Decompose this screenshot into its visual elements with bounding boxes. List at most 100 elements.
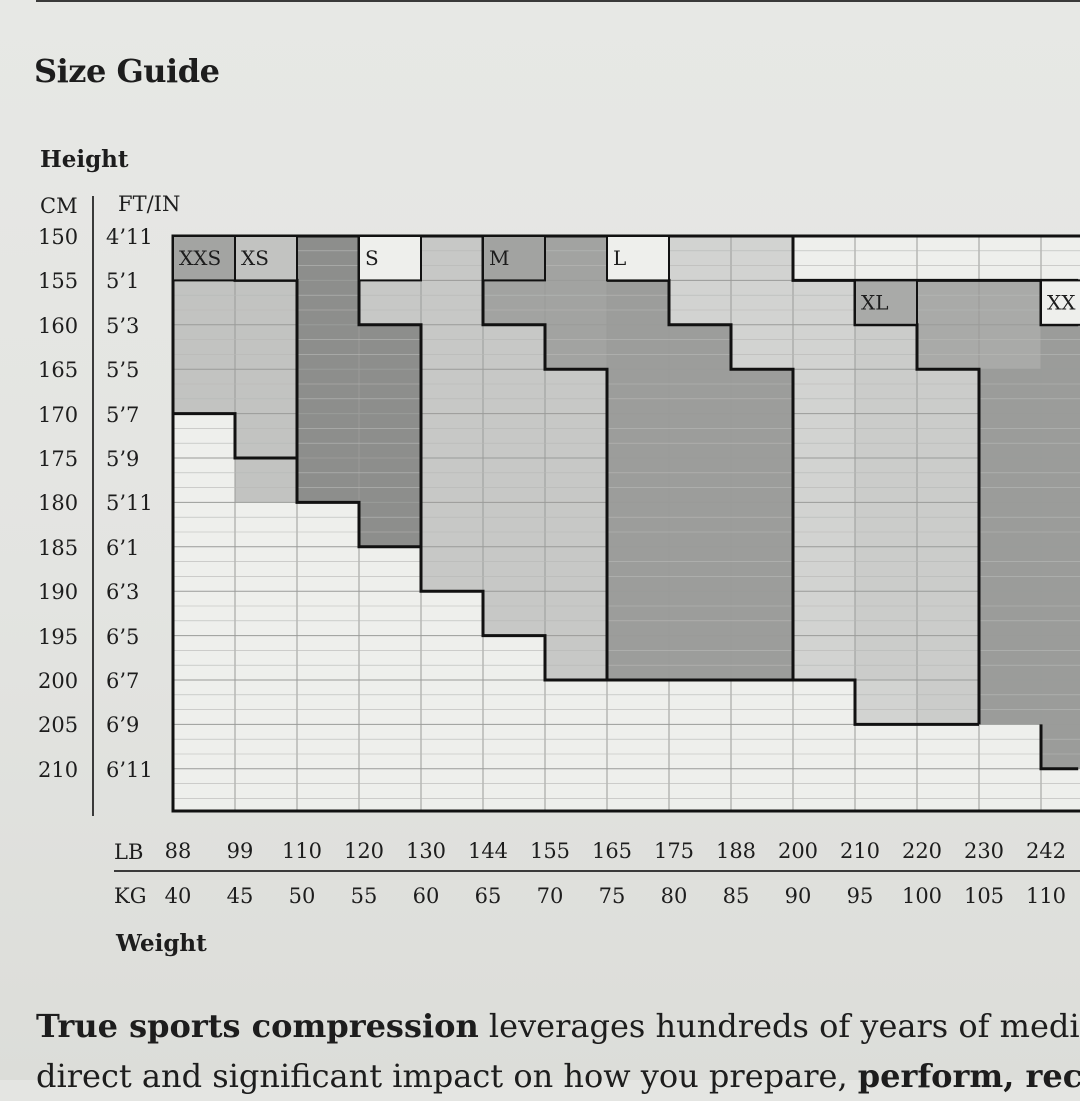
weight-lb-label: 110 (281, 839, 323, 863)
size-label-box-xxs (172, 235, 236, 282)
height-ft-label: 5’7 (106, 402, 140, 427)
weight-kg-label: 100 (901, 884, 943, 908)
weight-kg-label: 95 (846, 884, 874, 908)
height-ft-label: 6’3 (106, 580, 140, 605)
size-cell-xs-40 (173, 280, 235, 414)
size-boundary-4 (607, 278, 795, 682)
paragraph-bold-lead: True sports compression (36, 1007, 479, 1045)
lb-unit-label: LB (114, 840, 144, 864)
height-ft-label: 5’11 (106, 491, 153, 516)
height-ft-label: 6’11 (106, 757, 153, 782)
size-cell-l-85 (731, 369, 793, 680)
size-label-xxs: XXS (179, 246, 221, 270)
size-label-box-l (606, 235, 670, 282)
size-label-l: L (613, 246, 626, 270)
weight-kg-label: 70 (536, 884, 564, 908)
paragraph-line1-text: leverages hundreds of years of medical (478, 1007, 1080, 1045)
height-cm-label: 180 (38, 491, 79, 516)
size-label-box-s (358, 235, 422, 282)
height-cm-label: 155 (38, 269, 79, 294)
weight-lb-label: 188 (715, 839, 757, 863)
height-cm-label: 165 (38, 358, 79, 383)
weight-lb-label: 175 (653, 839, 695, 863)
weight-lb-label: 220 (901, 839, 943, 863)
weight-lb-label: 144 (467, 839, 509, 863)
height-ft-label: 5’1 (106, 269, 140, 294)
size-cell-m-70 (545, 236, 607, 370)
weight-lb-label: 99 (226, 839, 254, 863)
height-ft-label: 5’5 (106, 358, 140, 383)
weight-kg-label: 65 (474, 884, 502, 908)
page-title: Size Guide (34, 52, 220, 90)
size-label-box-m (482, 235, 546, 282)
size-label-xl: XL (861, 290, 889, 314)
size-cell-l-75 (607, 280, 669, 680)
size-boundary-0 (173, 412, 607, 682)
weight-lb-label: 230 (963, 839, 1005, 863)
size-cell-s-dark-55 (359, 324, 421, 547)
size-label-box-xxl (1040, 279, 1080, 326)
height-ft-label: 6’9 (106, 713, 140, 738)
weight-axis-title: Weight (116, 930, 207, 957)
size-label-xs: XS (241, 246, 269, 270)
weight-lb-label: 130 (405, 839, 447, 863)
height-ft-label: 6’1 (106, 535, 140, 560)
height-cm-label: 175 (38, 447, 79, 471)
size-label-xxl: XX (1047, 290, 1076, 314)
height-cm-label: 150 (38, 225, 79, 249)
weight-lb-label: 120 (343, 839, 385, 863)
size-label-s: S (365, 246, 379, 270)
size-boundaries (173, 236, 1079, 771)
weight-kg-label: 45 (226, 884, 254, 908)
weight-lb-label: 200 (777, 839, 819, 863)
size-boundary-5 (791, 236, 1079, 282)
weight-lb-label: 165 (591, 839, 633, 863)
weight-kg-label: 80 (660, 884, 688, 908)
top-edge-rule (36, 0, 1080, 2)
intro-paragraph: True sports compression leverages hundre… (36, 1002, 1080, 1101)
size-cell-s-65 (483, 324, 545, 636)
height-ft-label: 6’7 (106, 669, 140, 693)
weight-kg-label: 105 (963, 884, 1005, 908)
weight-kg-label: 50 (288, 884, 316, 908)
height-ft-label: 4’11 (106, 225, 153, 249)
paragraph-line2-text: direct and significant impact on how you… (36, 1056, 858, 1095)
size-cell-l-light-95 (855, 680, 917, 725)
height-ft-label: 6’5 (106, 624, 140, 649)
height-cm-label: 210 (38, 757, 79, 782)
size-boundary-7 (793, 678, 979, 726)
size-cell-l-light-90 (793, 280, 855, 680)
weight-kg-label: 110 (1025, 884, 1067, 908)
ft-in-unit-header: FT/IN (118, 192, 181, 216)
height-cm-label: 160 (38, 313, 79, 338)
height-units-divider (92, 196, 94, 816)
height-cm-label: 170 (38, 402, 79, 427)
weight-kg-label: 40 (164, 884, 192, 908)
height-ft-label: 5’3 (106, 313, 140, 338)
weight-lb-label: 210 (839, 839, 881, 863)
kg-unit-label: KG (114, 884, 147, 908)
weight-kg-label: 90 (784, 884, 812, 908)
size-boundary-9 (1039, 724, 1079, 771)
height-cm-label: 205 (38, 713, 79, 738)
weight-kg-label: 60 (412, 884, 440, 908)
size-label-box-xs (234, 235, 298, 282)
height-cm-label: 190 (38, 580, 79, 605)
size-label-box-xl (854, 279, 918, 326)
weight-lb-label: 88 (164, 839, 192, 863)
height-axis-title: Height (40, 146, 129, 173)
weight-lb-label: 242 (1025, 839, 1067, 863)
height-cm-label: 200 (38, 669, 79, 693)
weight-kg-label: 55 (350, 884, 378, 908)
height-ft-label: 5’9 (106, 447, 140, 471)
size-cell-l-light-85 (731, 236, 793, 370)
size-boundary-3 (481, 236, 609, 680)
weight-kg-label: 85 (722, 884, 750, 908)
paragraph-bold-tail: perform, recov (857, 1056, 1080, 1095)
size-labels: XXS XS S M L XL XX (172, 235, 1080, 326)
weight-kg-label: 75 (598, 884, 626, 908)
size-label-m: M (489, 246, 509, 270)
height-cm-label: 195 (38, 624, 79, 649)
size-cell-s-70 (545, 369, 607, 680)
